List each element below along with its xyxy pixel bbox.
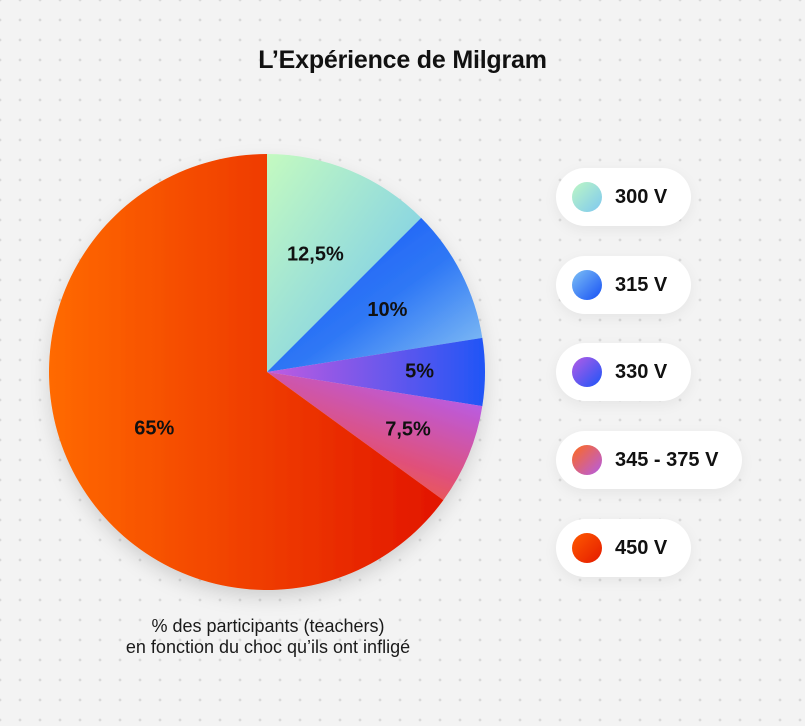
legend-item-345-375v: 345 - 375 V: [556, 431, 743, 489]
legend-swatch-330v: [572, 357, 602, 387]
slice-label-300-v: 12,5%: [287, 243, 344, 265]
caption-line-2: en fonction du choc qu’ils ont infligé: [125, 637, 411, 657]
legend-item-330v: 330 V: [556, 343, 692, 401]
chart-title: L’Expérience de Milgram: [258, 46, 547, 74]
pie-slice-300-v: [267, 154, 422, 372]
legend-label-300v: 300 V: [615, 185, 668, 208]
slice-label-450-v: 65%: [134, 418, 174, 440]
slice-label-345-375-v: 7,5%: [385, 419, 431, 441]
legend-swatch-345-375v: [572, 445, 602, 475]
legend-swatch-315v: [572, 270, 602, 300]
legend-swatch-300v: [572, 182, 602, 212]
chart-caption: % des participants (teachers) en fonctio…: [68, 616, 468, 658]
pie-slice-345-375-v: [267, 372, 483, 501]
pie-slice-330-v: [267, 337, 486, 407]
slice-label-330-v: 5%: [405, 360, 434, 382]
legend-label-330v: 330 V: [615, 360, 668, 383]
legend-item-300v: 300 V: [556, 168, 692, 226]
legend-label-345-375v: 345 - 375 V: [615, 448, 719, 471]
caption-line-1: % des participants (teachers): [151, 616, 385, 636]
pie-slice-315-v: [267, 217, 483, 372]
legend-label-450v: 450 V: [615, 536, 668, 559]
pie-slice-450-v: [49, 154, 444, 590]
slice-label-315-v: 10%: [367, 299, 407, 321]
legend-label-315v: 315 V: [615, 273, 668, 296]
legend-swatch-450v: [572, 533, 602, 563]
legend-item-450v: 450 V: [556, 519, 692, 577]
legend-item-315v: 315 V: [556, 256, 692, 314]
